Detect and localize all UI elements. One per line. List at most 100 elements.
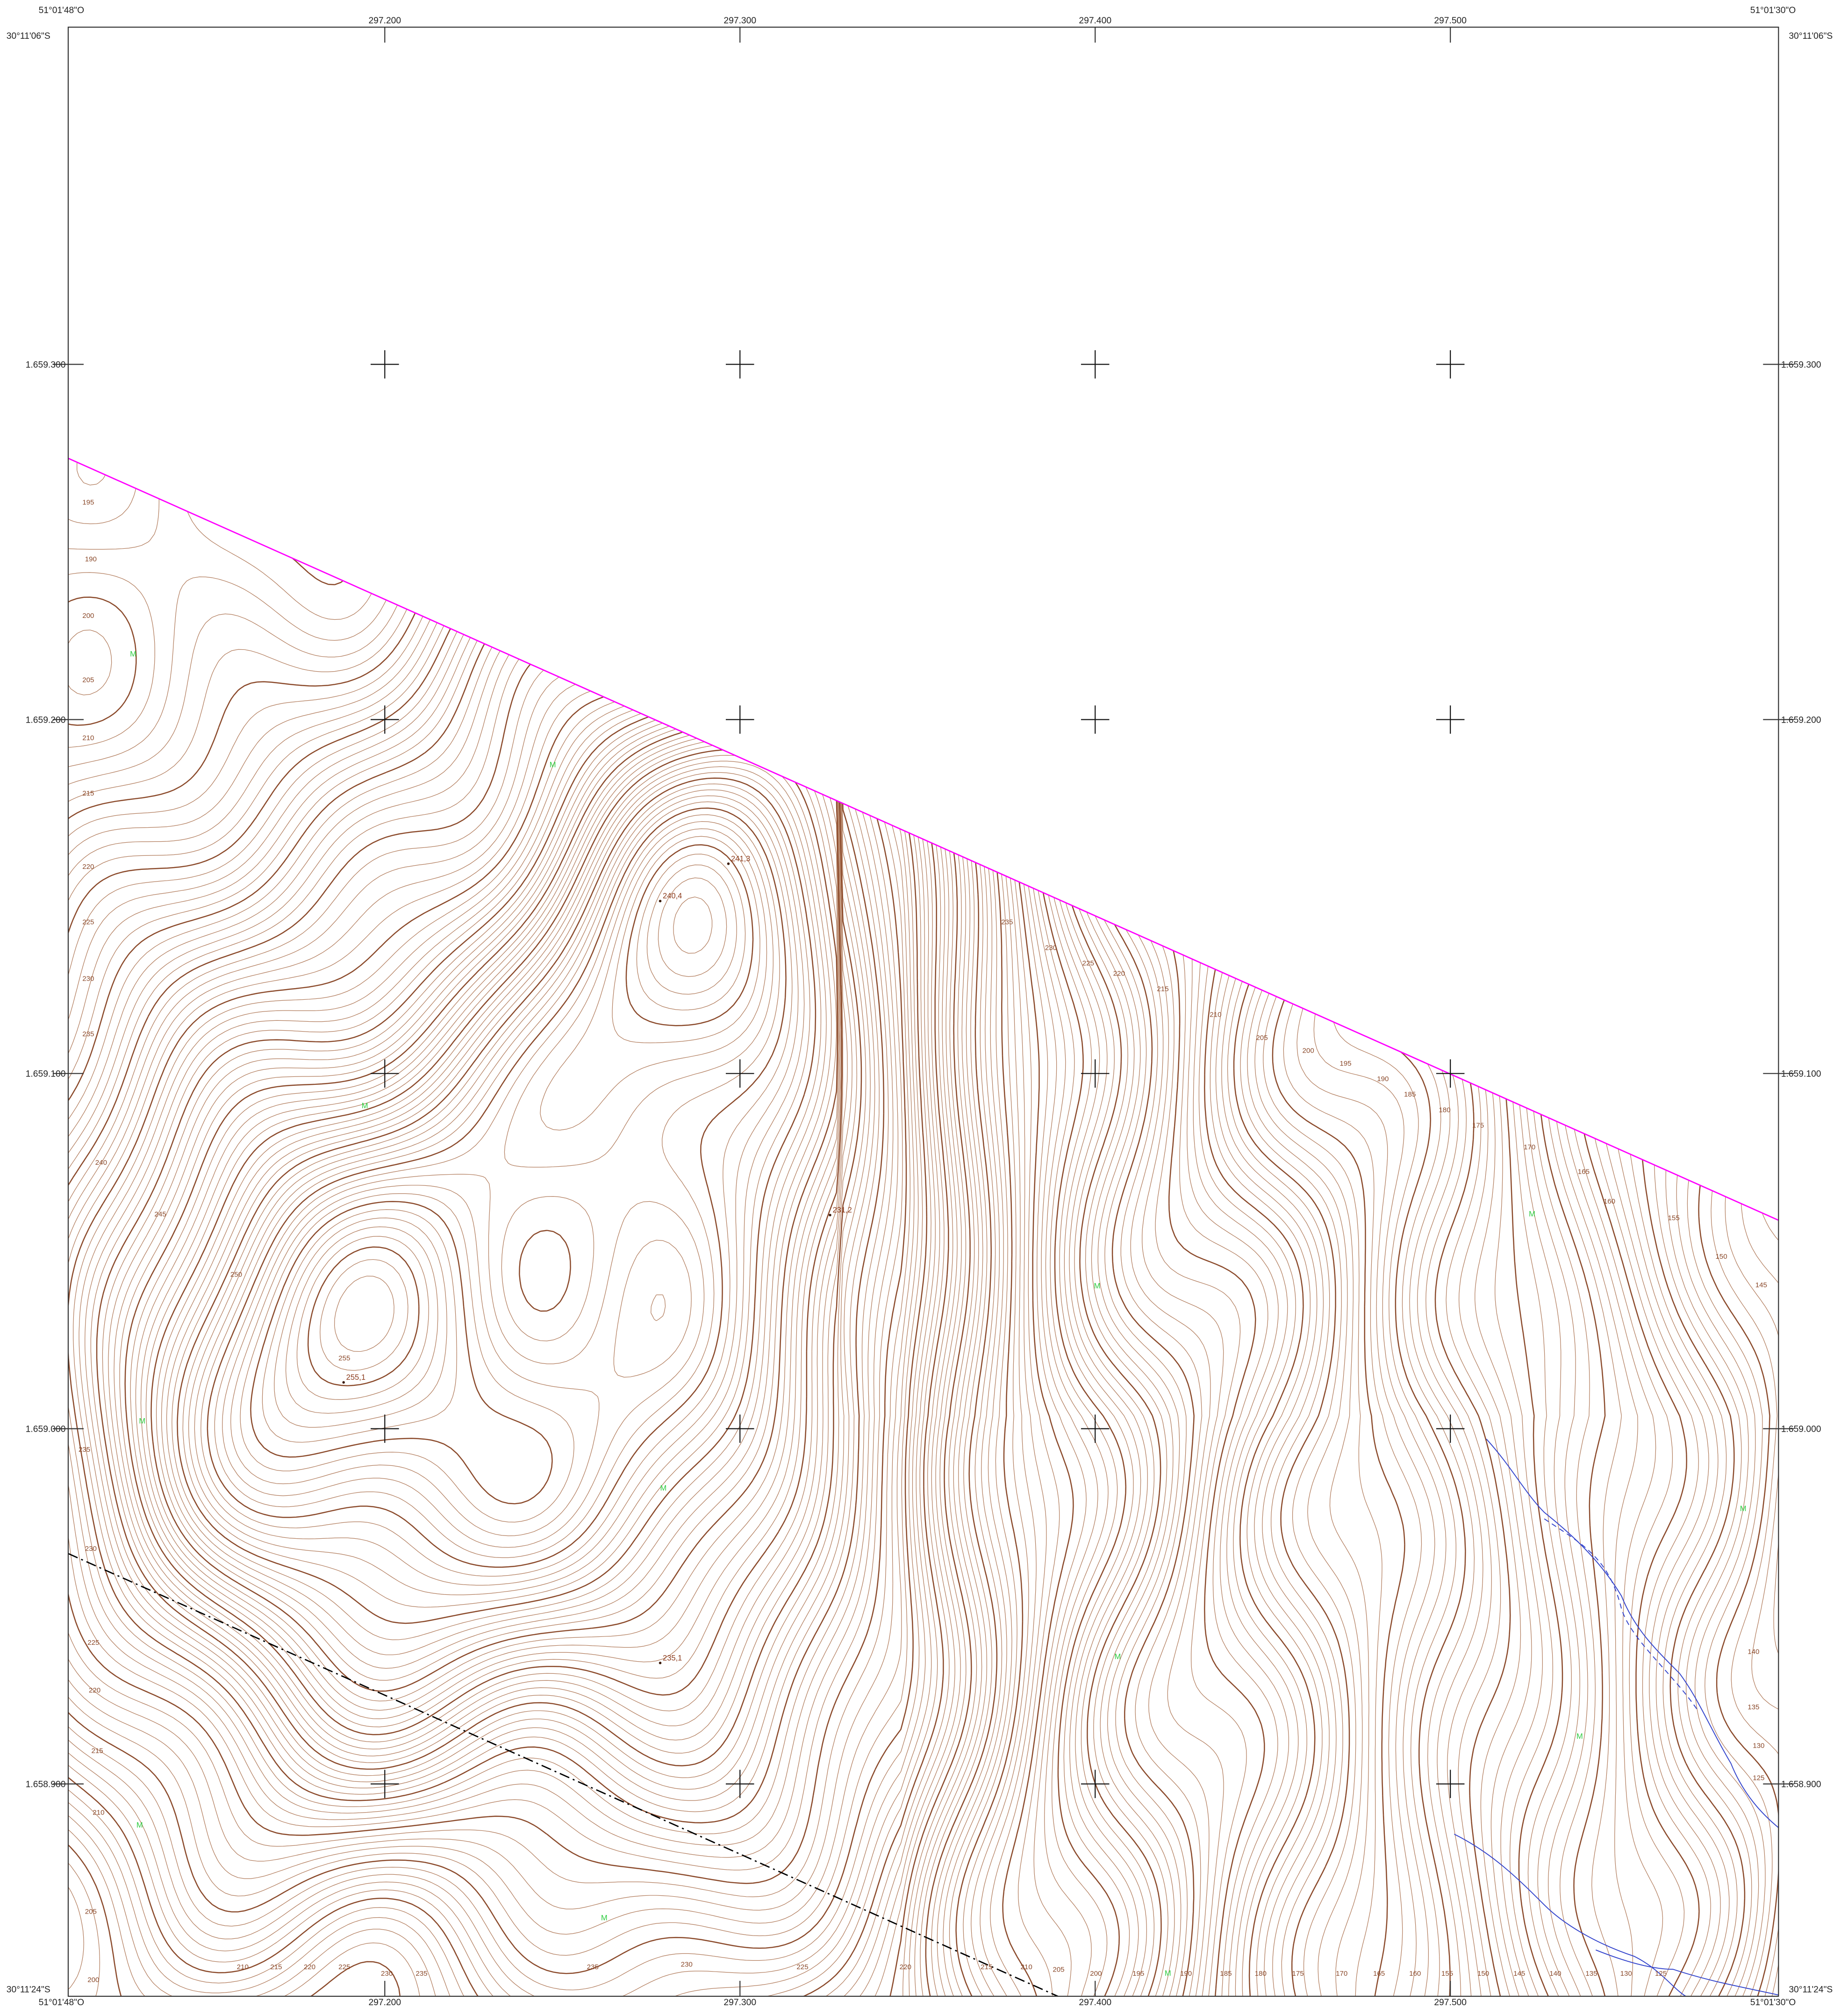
corner-coordinate: 30°11'06"S: [7, 31, 50, 41]
contour-label: 225: [1082, 959, 1094, 967]
contour-label: 190: [1377, 1075, 1389, 1083]
grid-cross: [1436, 350, 1465, 379]
contour-label: 145: [1755, 1281, 1767, 1289]
contour-label: 235: [82, 1030, 94, 1038]
vegetation-mark: M: [130, 650, 136, 659]
spot-height: 241,3: [731, 854, 750, 863]
contour-label: 190: [85, 555, 97, 563]
contour-label: 220: [82, 863, 94, 871]
contour-label: 155: [1441, 1970, 1453, 1978]
grid-cross: [371, 1414, 399, 1443]
grid-cross: [371, 1059, 399, 1088]
northing-label: 1.659.100: [26, 1069, 66, 1079]
grid-cross: [371, 1770, 399, 1798]
northing-label: 1.659.200: [26, 715, 66, 725]
grid-cross: [371, 705, 399, 734]
contour-label: 245: [154, 1210, 166, 1218]
contour-label: 210: [1210, 1011, 1221, 1019]
contour-label: 205: [85, 1908, 97, 1916]
contour-label: 125: [1753, 1774, 1764, 1782]
contour-label: 195: [1132, 1970, 1144, 1978]
map-frame: [67, 27, 1779, 1997]
spot-height-dot: [829, 1213, 831, 1217]
grid-cross: [1081, 1414, 1110, 1443]
contour-label: 200: [1090, 1970, 1102, 1978]
contour-label: 215: [270, 1963, 282, 1971]
contour-label: 215: [91, 1747, 103, 1755]
boundary-line: [68, 458, 1779, 1221]
contour-label: 200: [1303, 1047, 1314, 1055]
easting-label: 297.500: [1434, 1998, 1467, 2008]
vegetation-mark: M: [1094, 1282, 1100, 1291]
northing-label: 1.658.900: [1781, 1779, 1821, 1789]
contour-label: 205: [82, 676, 94, 684]
contour-label: 230: [681, 1961, 693, 1969]
contour-label: 235: [587, 1963, 599, 1971]
contour-label: 160: [1604, 1198, 1615, 1205]
contour-label: 200: [87, 1976, 99, 1984]
contour-label: 220: [304, 1963, 315, 1971]
contour-label: 215: [981, 1963, 992, 1971]
grid-cross: [1081, 1770, 1110, 1798]
contour-label: 145: [1513, 1970, 1525, 1978]
contour-label: 135: [1748, 1703, 1759, 1711]
grid-cross: [1436, 705, 1465, 734]
contour-label: 230: [85, 1545, 97, 1553]
contour-label: 130: [1620, 1970, 1632, 1978]
grid-cross: [725, 1414, 754, 1443]
corner-coordinate: 51°01'48"O: [39, 6, 85, 15]
contour-label: 255: [338, 1355, 350, 1363]
stream: [1486, 1439, 1779, 1828]
contour-label: 200: [82, 612, 94, 620]
contour-label: 235: [1001, 918, 1013, 926]
vegetation-mark: M: [136, 1821, 143, 1829]
corner-coordinate: 51°01'48"O: [39, 1998, 85, 2008]
contour-label: 225: [796, 1963, 808, 1971]
corner-coordinate: 30°11'24"S: [1789, 1985, 1833, 1995]
grid-cross: [1081, 705, 1110, 734]
spot-height-dot: [342, 1381, 345, 1384]
vegetation-mark: M: [1740, 1504, 1747, 1513]
contour-label: 170: [1336, 1970, 1347, 1978]
contour-label: 225: [87, 1639, 99, 1647]
northing-label: 1.659.100: [1781, 1069, 1821, 1079]
easting-label: 297.200: [368, 1998, 401, 2008]
corner-coordinate: 51°01'30"O: [1750, 1998, 1796, 2008]
vegetation-mark: M: [1529, 1209, 1535, 1218]
spot-height: 255,1: [346, 1373, 365, 1382]
dash-dot-line: [68, 1553, 1058, 1997]
grid-cross: [371, 350, 399, 379]
vegetation-mark: M: [1115, 1652, 1121, 1661]
contour-label: 175: [1292, 1970, 1304, 1978]
contour-label: 215: [1157, 985, 1168, 993]
streams: [1454, 1439, 1779, 1996]
corner-coordinate: 30°11'06"S: [1789, 31, 1833, 41]
corner-coordinate: 51°01'30"O: [1750, 6, 1796, 15]
vegetation-mark: M: [1165, 1969, 1171, 1978]
vegetation-mark: M: [362, 1101, 368, 1110]
spot-height: 235,1: [663, 1653, 682, 1662]
contour-label: 180: [1439, 1106, 1450, 1114]
vegetation-mark: M: [139, 1417, 145, 1426]
contour-label: 205: [1053, 1966, 1064, 1974]
northing-label: 1.659.000: [1781, 1425, 1821, 1434]
contour-label: 155: [1668, 1214, 1680, 1222]
contour-label: 225: [338, 1963, 350, 1971]
easting-label: 297.400: [1079, 1998, 1111, 2008]
contour-label: 185: [1220, 1970, 1232, 1978]
stream: [1595, 1949, 1779, 1996]
contour-label: 230: [381, 1970, 393, 1978]
easting-label: 297.500: [1434, 16, 1467, 26]
contour-label: 220: [1113, 969, 1125, 977]
contour-label: 235: [415, 1970, 427, 1978]
contour-label: 170: [1524, 1143, 1535, 1151]
contour-label: 230: [1045, 944, 1057, 952]
contour-label: 215: [82, 789, 94, 797]
easting-label: 297.300: [723, 16, 756, 26]
easting-label: 297.200: [368, 16, 401, 26]
grid-cross: [1436, 1770, 1465, 1798]
contour-label: 140: [1748, 1648, 1759, 1656]
contour-label: 210: [82, 734, 94, 742]
